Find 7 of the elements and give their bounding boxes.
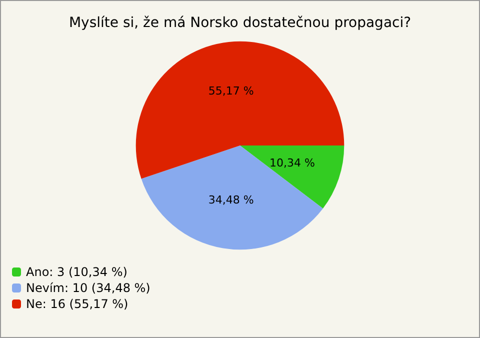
chart-title: Myslíte si, že má Norsko dostatečnou propagaci? (68, 15, 412, 31)
legend-label: Ano: 3 (10,34 %) (26, 265, 128, 279)
data-label: 34,48 % (208, 193, 254, 206)
data-label: 10,34 % (269, 156, 315, 170)
data-label: 55,17 % (208, 84, 254, 98)
legend-label: Nevím: 10 (34,48 %) (26, 281, 150, 295)
legend-label: Ne: 16 (55,17 %) (26, 297, 128, 311)
